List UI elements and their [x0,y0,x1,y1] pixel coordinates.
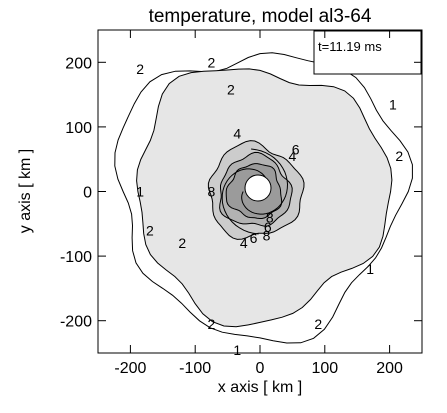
y-tick-label: 200 [65,55,92,72]
y-tick-label: 100 [65,120,92,137]
contour-label: 2 [227,81,235,97]
contour-label: 2 [136,61,144,77]
contour-label: 6 [264,219,272,235]
contour-label: 8 [263,227,271,243]
contour-label: 2 [178,235,186,251]
y-tick-label: -200 [60,314,92,331]
contour-label: 4 [289,148,297,164]
contour-label: 6 [292,142,300,158]
contour-label: 4 [240,235,248,251]
contour-label: 4 [233,125,241,141]
spiral-arm [241,148,289,215]
inner-hole [244,174,272,202]
contour-label: 6 [250,230,258,246]
y-axis-ticks: -200 -100 0 100 200 [60,55,422,331]
contour-label: 1 [233,342,241,358]
y-tick-label: 0 [83,185,92,202]
time-box [313,30,422,75]
contour-label: 2 [395,148,403,164]
contour-label: 2 [208,54,216,70]
contour-label: 8 [208,184,216,200]
y-tick-label: -100 [60,249,92,266]
time-label: t=11.19 ms [318,39,382,54]
y-axis-label: y axis [ km ] [17,149,34,233]
x-axis-ticks: -200 -100 0 100 200 [114,30,403,377]
contour-label: 2 [208,316,216,332]
x-tick-label: 0 [256,360,265,377]
contour-label: 1 [389,96,397,112]
contour-label: 2 [146,222,154,238]
chart-title: temperature, model al3-64 [149,6,372,27]
x-tick-label: 100 [311,360,338,377]
x-tick-label: -200 [114,360,146,377]
x-axis-label: x axis [ km ] [218,379,302,396]
contour-label: 1 [366,261,374,277]
x-tick-label: 200 [376,360,403,377]
contour-label: 8 [266,209,274,225]
x-tick-label: -100 [179,360,211,377]
contour-label: 1 [136,184,144,200]
contour-label: 2 [314,316,322,332]
